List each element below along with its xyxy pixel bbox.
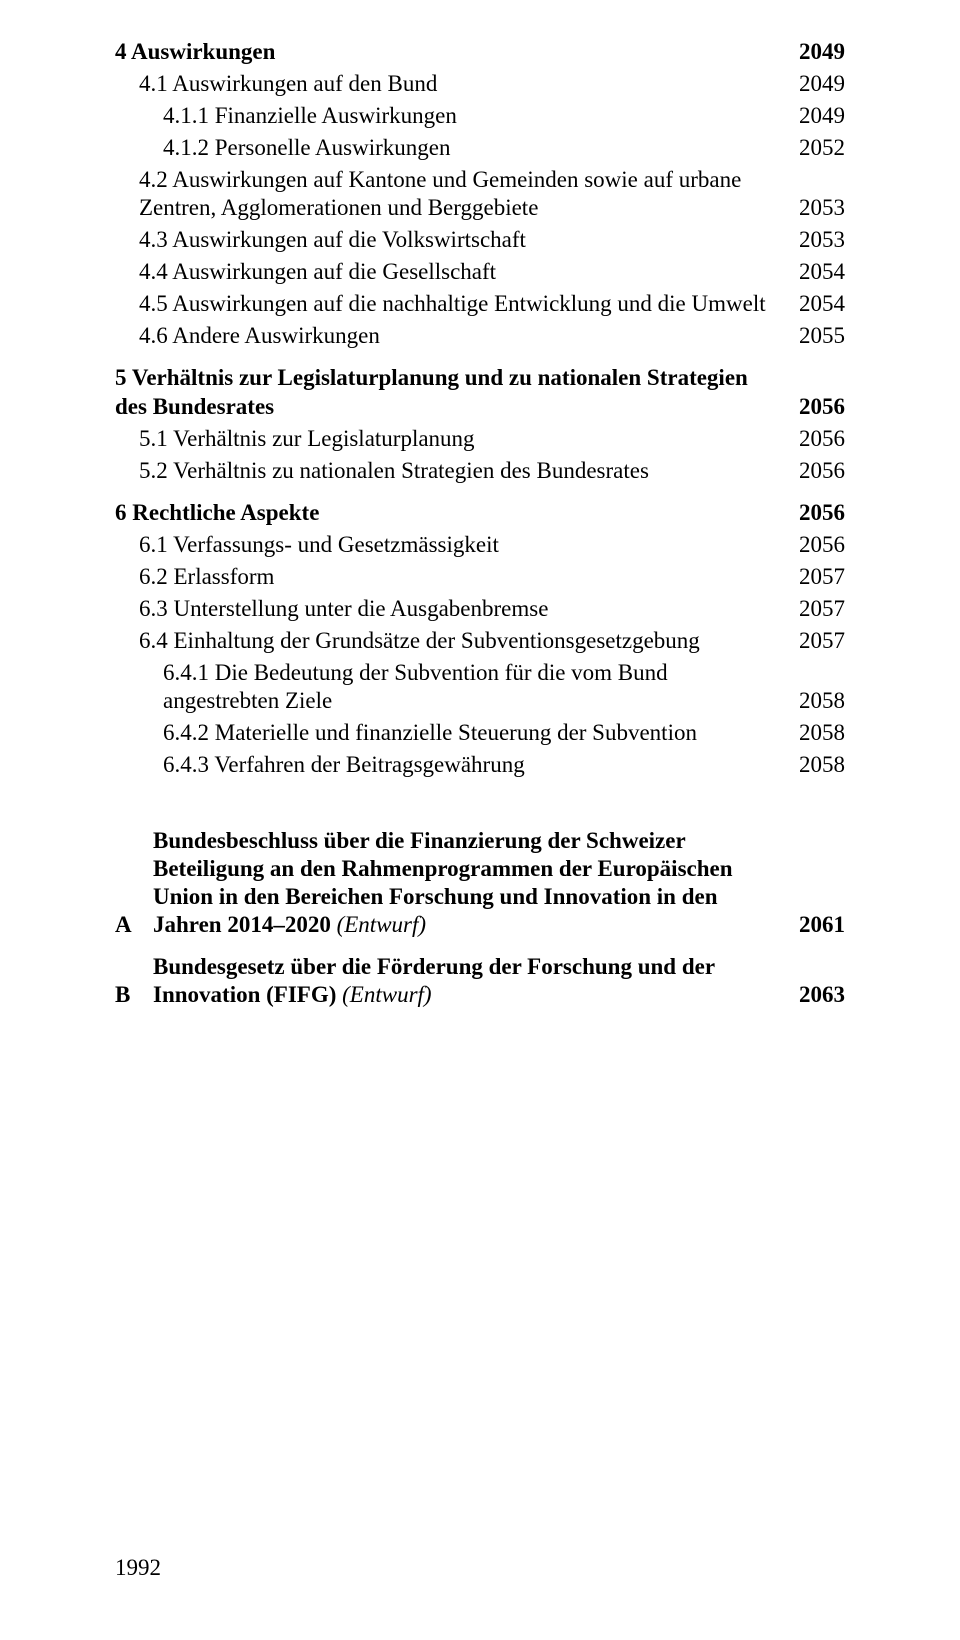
- document-page: 4 Auswirkungen20494.1 Auswirkungen auf d…: [0, 0, 960, 1640]
- appendix-title-italic: (Entwurf): [342, 982, 431, 1007]
- toc-page-number: 2055: [775, 322, 845, 350]
- toc-page-number: 2049: [775, 70, 845, 98]
- toc-page-number: 2057: [775, 595, 845, 623]
- toc-row: 4.1.2 Personelle Auswirkungen2052: [163, 134, 845, 162]
- appendix-letter: B: [115, 981, 153, 1009]
- toc-label: 4.4 Auswirkungen auf die Gesellschaft: [139, 258, 775, 286]
- toc-label: 4.5 Auswirkungen auf die nachhaltige Ent…: [139, 290, 775, 318]
- toc-page-number: 2058: [775, 751, 845, 779]
- toc-label: 6.2 Erlassform: [139, 563, 775, 591]
- appendix-title: Bundesgesetz über die Förderung der Fors…: [153, 953, 775, 1009]
- toc-label: 4.1.2 Personelle Auswirkungen: [163, 134, 775, 162]
- appendix-title-bold: Bundesgesetz über die Förderung der Fors…: [153, 954, 715, 1007]
- toc-page-number: 2054: [775, 258, 845, 286]
- appendix-row: ABundesbeschluss über die Finanzierung d…: [115, 827, 845, 939]
- toc-page-number: 2054: [775, 290, 845, 318]
- toc-label: 4.6 Andere Auswirkungen: [139, 322, 775, 350]
- toc-row: 6.3 Unterstellung unter die Ausgabenbrem…: [139, 595, 845, 623]
- toc-row: 5.1 Verhältnis zur Legislaturplanung2056: [139, 425, 845, 453]
- toc-page-number: 2057: [775, 627, 845, 655]
- appendix-title: Bundesbeschluss über die Finanzierung de…: [153, 827, 775, 939]
- toc-page-number: 2056: [775, 499, 845, 527]
- appendix-letter: A: [115, 911, 153, 939]
- toc-row: 6.4.1 Die Bedeutung der Subvention für d…: [163, 659, 845, 715]
- toc-page-number: 2056: [775, 531, 845, 559]
- toc-row: 5.2 Verhältnis zu nationalen Strategien …: [139, 457, 845, 485]
- toc-row: 5 Verhältnis zur Legislaturplanung und z…: [115, 364, 845, 420]
- toc-row: 4.2 Auswirkungen auf Kantone und Gemeind…: [139, 166, 845, 222]
- toc-page-number: 2057: [775, 563, 845, 591]
- toc-label: 6 Rechtliche Aspekte: [115, 499, 775, 527]
- toc-label: 6.4.3 Verfahren der Beitragsgewährung: [163, 751, 775, 779]
- toc-label: 6.4 Einhaltung der Grundsätze der Subven…: [139, 627, 775, 655]
- toc-page-number: 2056: [775, 393, 845, 421]
- toc-label: 4.2 Auswirkungen auf Kantone und Gemeind…: [139, 166, 775, 222]
- toc-row: 6.4 Einhaltung der Grundsätze der Subven…: [139, 627, 845, 655]
- toc-page-number: 2056: [775, 457, 845, 485]
- toc-row: 6 Rechtliche Aspekte2056: [115, 499, 845, 527]
- toc-page-number: 2056: [775, 425, 845, 453]
- toc-page-number: 2049: [775, 102, 845, 130]
- toc-label: 6.4.1 Die Bedeutung der Subvention für d…: [163, 659, 775, 715]
- appendix-title-bold: Bundesbeschluss über die Finanzierung de…: [153, 828, 733, 937]
- toc-label: 4.1.1 Finanzielle Auswirkungen: [163, 102, 775, 130]
- toc-row: 6.1 Verfassungs- und Gesetzmässigkeit205…: [139, 531, 845, 559]
- toc-label: 6.4.2 Materielle und finanzielle Steueru…: [163, 719, 775, 747]
- toc-row: 4.3 Auswirkungen auf die Volkswirtschaft…: [139, 226, 845, 254]
- toc-page-number: 2058: [775, 719, 845, 747]
- toc-label: 4 Auswirkungen: [115, 38, 775, 66]
- toc-page-number: 2049: [775, 38, 845, 66]
- toc-label: 6.3 Unterstellung unter die Ausgabenbrem…: [139, 595, 775, 623]
- appendix-container: ABundesbeschluss über die Finanzierung d…: [115, 827, 845, 1009]
- toc-page-number: 2052: [775, 134, 845, 162]
- toc-row: 4 Auswirkungen2049: [115, 38, 845, 66]
- toc-row: 4.6 Andere Auswirkungen2055: [139, 322, 845, 350]
- toc-row: 6.4.3 Verfahren der Beitragsgewährung205…: [163, 751, 845, 779]
- toc-label: 4.3 Auswirkungen auf die Volkswirtschaft: [139, 226, 775, 254]
- toc-container: 4 Auswirkungen20494.1 Auswirkungen auf d…: [115, 38, 845, 779]
- appendix-page-number: 2063: [775, 981, 845, 1009]
- appendix-title-italic: (Entwurf): [337, 912, 426, 937]
- toc-page-number: 2053: [775, 194, 845, 222]
- toc-row: 4.5 Auswirkungen auf die nachhaltige Ent…: [139, 290, 845, 318]
- toc-label: 4.1 Auswirkungen auf den Bund: [139, 70, 775, 98]
- page-number: 1992: [115, 1554, 161, 1582]
- appendix-row: BBundesgesetz über die Förderung der For…: [115, 953, 845, 1009]
- toc-label: 6.1 Verfassungs- und Gesetzmässigkeit: [139, 531, 775, 559]
- toc-page-number: 2058: [775, 687, 845, 715]
- appendix-page-number: 2061: [775, 911, 845, 939]
- toc-label: 5.2 Verhältnis zu nationalen Strategien …: [139, 457, 775, 485]
- toc-label: 5.1 Verhältnis zur Legislaturplanung: [139, 425, 775, 453]
- toc-row: 4.4 Auswirkungen auf die Gesellschaft205…: [139, 258, 845, 286]
- toc-row: 6.4.2 Materielle und finanzielle Steueru…: [163, 719, 845, 747]
- toc-row: 4.1.1 Finanzielle Auswirkungen2049: [163, 102, 845, 130]
- toc-label: 5 Verhältnis zur Legislaturplanung und z…: [115, 364, 775, 420]
- toc-row: 6.2 Erlassform2057: [139, 563, 845, 591]
- toc-page-number: 2053: [775, 226, 845, 254]
- toc-row: 4.1 Auswirkungen auf den Bund2049: [139, 70, 845, 98]
